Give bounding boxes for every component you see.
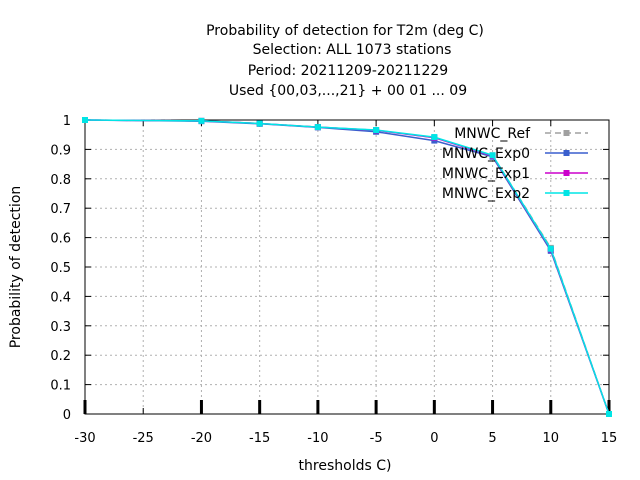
x-tick-label: -10 [307,431,328,446]
data-point [314,124,321,131]
title-line-1: Probability of detection for T2m (deg C) [206,23,484,39]
y-tick-label: 0 [63,408,71,423]
data-point [547,245,554,252]
x-tick-label: -30 [74,431,95,446]
legend-label: MNWC_Ref [454,126,531,142]
x-tick-label: -5 [370,431,383,446]
title-line-3: Period: 20211209-20211229 [248,63,448,79]
legend-swatch-marker [563,150,570,156]
series-layer [82,117,612,417]
x-tick-label: -20 [191,431,212,446]
data-point [82,117,88,123]
y-tick-label: 0.6 [50,232,71,247]
title-line-2: Selection: ALL 1073 stations [253,42,452,58]
x-tick-label: -25 [133,431,154,446]
legend-label: MNWC_Exp1 [442,166,530,182]
y-tick-label: 0.3 [50,320,71,335]
data-point [198,117,205,124]
legend-label: MNWC_Exp2 [442,186,530,202]
data-point [431,134,438,141]
legend-swatch-marker [563,170,570,176]
title-line-4: Used {00,03,...,21} + 00 01 ... 09 [229,83,467,99]
grid-lines [85,120,609,414]
x-tick-label: -15 [249,431,270,446]
x-tick-label: 15 [601,431,618,446]
y-tick-label: 0.2 [50,349,71,364]
legend-label: MNWC_Exp0 [442,146,530,162]
series-MNWC_Exp2 [82,117,612,417]
y-axis-label: Probability of detection [8,186,24,349]
axis-ticks: 0 0.1 0.2 0.3 0.4 0.5 0.6 0.7 0.8 0.9 1 -30 -25 -20 -1… [50,114,617,446]
legend-swatch-marker [563,190,570,196]
plot-frame [84,119,610,415]
x-tick-label: 5 [488,431,496,446]
y-tick-label: 0.7 [50,202,71,217]
y-tick-label: 0.4 [50,290,71,305]
x-axis-label: thresholds C) [299,458,392,474]
y-tick-label: 1 [63,114,71,129]
y-tick-label: 0.5 [50,261,71,276]
y-tick-label: 0.9 [50,143,71,158]
x-tick-label: 0 [430,431,438,446]
data-point [606,411,612,417]
data-point [373,126,380,133]
data-point [489,152,496,159]
legend: MNWC_Ref MNWC_Exp0 MNWC_Exp1 MNWC_Exp2 [442,126,588,202]
chart-title: Probability of detection for T2m (deg C)… [206,23,484,99]
data-point [256,120,263,127]
y-tick-label: 0.8 [50,173,71,188]
x-tick-label: 10 [543,431,560,446]
legend-swatch-marker [563,130,570,136]
y-tick-label: 0.1 [50,379,71,394]
